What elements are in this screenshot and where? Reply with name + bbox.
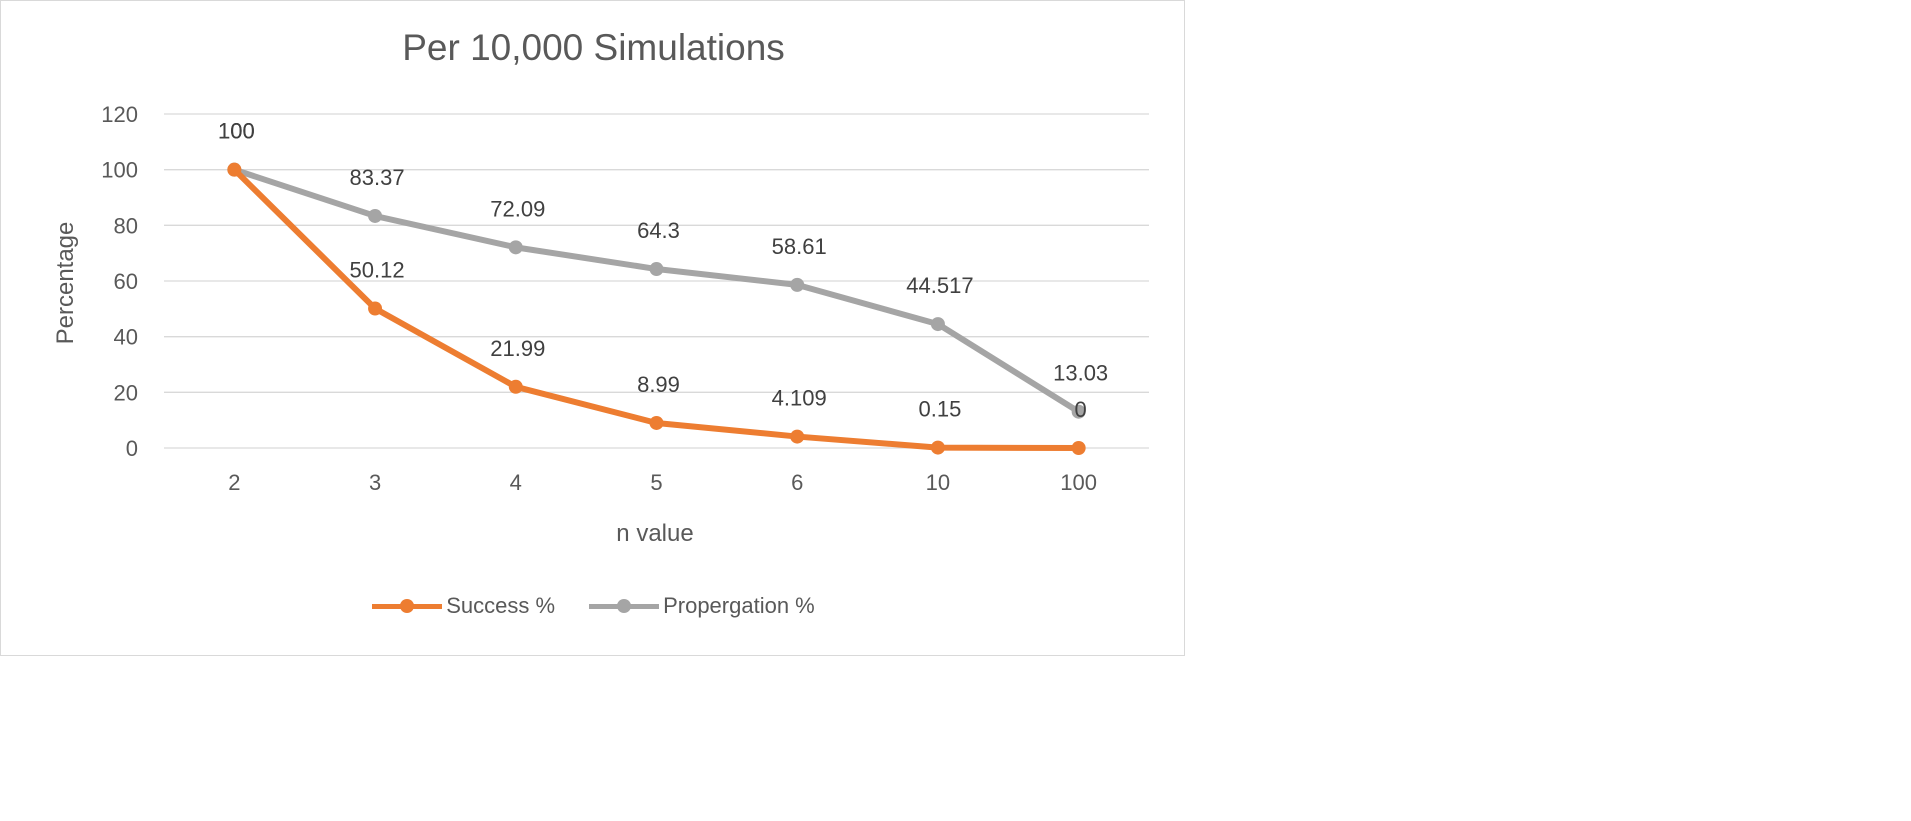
data-point-success (930, 440, 945, 455)
y-axis-title: Percentage (52, 222, 79, 345)
x-tick-label: 5 (650, 470, 662, 495)
data-label-propergation: 72.09 (490, 196, 545, 221)
x-tick-label: 10 (926, 470, 950, 495)
data-label-propergation: 44.517 (906, 273, 973, 298)
data-point-propergation (930, 317, 945, 332)
x-tick-label: 6 (791, 470, 803, 495)
data-label-success: 0 (1075, 397, 1087, 422)
data-point-propergation (649, 262, 664, 277)
data-label-success: 8.99 (637, 372, 680, 397)
x-tick-label: 100 (1060, 470, 1097, 495)
data-label-propergation: 64.3 (637, 218, 680, 243)
data-point-success (368, 301, 383, 316)
y-tick-label: 120 (101, 102, 138, 127)
legend-swatch-propergation (589, 598, 660, 614)
legend-label-success: Success % (446, 593, 556, 618)
data-label-success: 0.15 (919, 397, 962, 422)
data-point-propergation (790, 277, 805, 292)
legend-item-propergation: Propergation % (589, 593, 815, 619)
chart-title: Per 10,000 Simulations (402, 27, 785, 68)
data-label-success: 4.109 (772, 386, 827, 411)
data-point-propergation (368, 208, 383, 223)
legend-item-success: Success % (372, 593, 555, 619)
x-axis-ticks: 2 3 4 5 6 10 100 (228, 470, 1097, 495)
data-label-propergation: 100 (218, 119, 255, 144)
data-point-success (1071, 441, 1086, 455)
x-tick-label: 4 (510, 470, 522, 495)
data-label-success: 50.12 (350, 257, 405, 282)
data-label-success: 21.99 (490, 336, 545, 361)
data-label-propergation: 83.37 (350, 165, 405, 190)
x-axis-title: n value (616, 520, 693, 547)
legend: Success % Propergation % (1, 593, 1186, 619)
y-tick-label: 60 (114, 269, 138, 294)
y-tick-label: 100 (101, 158, 138, 183)
x-tick-label: 3 (369, 470, 381, 495)
legend-swatch-success (372, 598, 443, 614)
legend-label-propergation: Propergation % (663, 593, 815, 618)
data-label-success: 100 (218, 119, 255, 144)
y-axis-ticks: 0 20 40 60 80 100 120 (101, 102, 138, 461)
data-label-propergation: 13.03 (1053, 361, 1108, 386)
gridlines (164, 113, 1149, 449)
data-label-propergation: 58.61 (772, 234, 827, 259)
data-point-success (649, 415, 664, 430)
series-group (227, 162, 1086, 455)
y-tick-label: 80 (114, 213, 138, 238)
data-point-success (790, 429, 805, 444)
x-tick-label: 2 (228, 470, 240, 495)
data-point-success (227, 162, 242, 177)
data-point-propergation (508, 240, 523, 255)
y-tick-label: 40 (114, 325, 138, 350)
chart-area: Per 10,000 Simulations 0 20 40 60 80 100 120 2… (0, 0, 1185, 656)
y-tick-label: 0 (126, 436, 138, 461)
line-chart: 0 20 40 60 80 100 120 2 3 4 5 6 10 100 100 50.12 21.99… (52, 102, 1149, 547)
data-point-success (508, 379, 523, 394)
data-point-propergation (1071, 404, 1086, 419)
y-tick-label: 20 (114, 380, 138, 405)
